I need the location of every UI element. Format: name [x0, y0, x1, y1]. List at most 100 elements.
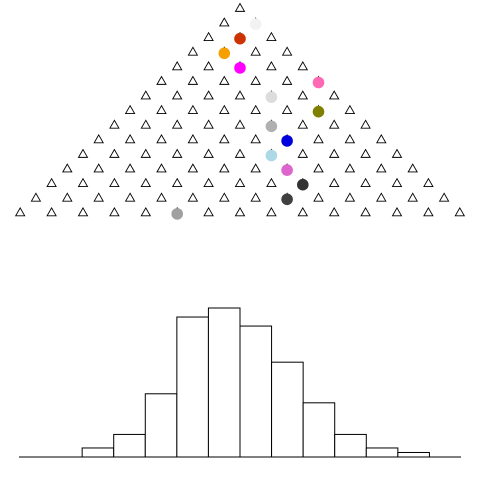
ball	[281, 164, 293, 176]
peg-icon	[140, 177, 152, 188]
ball	[234, 62, 246, 74]
peg-icon	[281, 46, 293, 56]
peg-icon	[171, 148, 183, 158]
peg-icon	[203, 177, 214, 188]
peg-icon	[250, 163, 261, 173]
peg-icon	[156, 75, 167, 85]
peg-icon	[266, 206, 277, 217]
peg-icon	[344, 192, 356, 202]
peg-icon	[360, 206, 371, 217]
peg-icon	[187, 192, 199, 202]
peg-icon	[203, 206, 214, 217]
peg-icon	[344, 133, 356, 144]
peg-icon	[171, 177, 183, 188]
peg-icon	[77, 206, 89, 217]
peg-icon	[187, 104, 199, 115]
peg-icon	[140, 90, 152, 100]
peg-icon	[376, 133, 387, 144]
histogram-bar	[302, 402, 336, 458]
peg-icon	[234, 2, 246, 12]
peg-icon	[171, 60, 183, 71]
peg-icon	[391, 206, 403, 217]
peg-icon	[203, 31, 214, 42]
peg-icon	[313, 163, 324, 173]
peg-icon	[203, 60, 214, 71]
ball	[312, 105, 325, 118]
peg-icon	[203, 90, 214, 100]
ball	[218, 47, 231, 60]
peg-icon	[281, 75, 293, 85]
peg-icon	[187, 133, 199, 144]
peg-icon	[423, 206, 434, 217]
peg-icon	[281, 104, 293, 115]
peg-icon	[407, 192, 418, 202]
peg-icon	[203, 148, 214, 158]
peg-icon	[376, 163, 387, 173]
peg-icon	[219, 163, 230, 173]
peg-icon	[77, 177, 89, 188]
peg-icon	[171, 119, 183, 129]
peg-icon	[376, 192, 387, 202]
peg-icon	[234, 206, 246, 217]
peg-icon	[344, 163, 356, 173]
peg-icon	[203, 119, 214, 129]
peg-icon	[77, 148, 89, 158]
peg-icon	[109, 148, 120, 158]
histogram-bar	[334, 433, 367, 458]
peg-icon	[234, 119, 246, 129]
ball	[297, 178, 309, 191]
peg-icon	[234, 148, 246, 158]
peg-icon	[234, 177, 246, 188]
falling-balls	[171, 18, 325, 220]
histogram-bar	[81, 447, 115, 458]
peg-icon	[109, 119, 120, 129]
peg-icon	[219, 75, 230, 85]
peg-icon	[297, 90, 309, 100]
peg-icon	[313, 133, 324, 144]
histogram-bar	[113, 433, 146, 458]
histogram-bar	[239, 325, 273, 458]
peg-icon	[297, 206, 309, 217]
peg-icon	[360, 119, 371, 129]
peg-icon	[187, 75, 199, 85]
peg-icon	[140, 206, 152, 217]
histogram-bar	[207, 307, 241, 458]
peg-icon	[156, 104, 167, 115]
peg-icon	[219, 133, 230, 144]
peg-icon	[297, 148, 309, 158]
peg-icon	[313, 192, 324, 202]
peg-icon	[14, 206, 26, 217]
peg-icon	[328, 148, 340, 158]
peg-icon	[328, 90, 340, 100]
peg-icon	[438, 192, 450, 202]
peg-icon	[328, 206, 340, 217]
peg-icon	[109, 206, 120, 217]
peg-icon	[156, 133, 167, 144]
histogram-bar	[365, 447, 399, 458]
peg-icon	[30, 192, 42, 202]
ball	[249, 18, 262, 30]
ball	[281, 193, 293, 206]
ball	[265, 149, 278, 162]
histogram-bar	[144, 393, 178, 458]
peg-icon	[187, 46, 199, 56]
peg-icon	[219, 17, 230, 27]
peg-icon	[266, 31, 277, 42]
peg-icon	[266, 177, 277, 188]
peg-icon	[234, 90, 246, 100]
peg-icon	[266, 60, 277, 71]
peg-icon	[109, 177, 120, 188]
histogram-bar	[176, 316, 209, 458]
peg-icon	[250, 104, 261, 115]
peg-icon	[360, 177, 371, 188]
ball	[265, 120, 278, 133]
ball	[281, 135, 293, 147]
peg-icon	[93, 163, 104, 173]
peg-icon	[423, 177, 434, 188]
peg-icon	[46, 177, 57, 188]
ball	[312, 76, 325, 89]
peg-icon	[250, 133, 261, 144]
ball	[234, 32, 246, 45]
peg-icon	[328, 119, 340, 129]
